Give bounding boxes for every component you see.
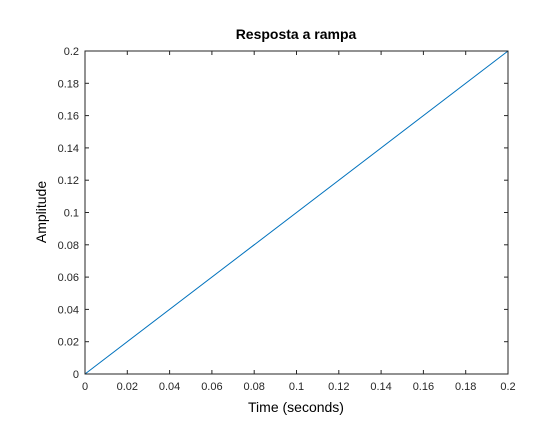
y-tick-label: 0.04 <box>58 304 79 316</box>
x-tick-label: 0 <box>82 381 88 393</box>
x-tick-label: 0.16 <box>413 381 434 393</box>
x-tick-label: 0.12 <box>328 381 349 393</box>
x-tick-label: 0.04 <box>159 381 180 393</box>
y-tick-label: 0.12 <box>58 175 79 187</box>
y-tick-label: 0.1 <box>64 208 79 220</box>
y-tick-label: 0.18 <box>58 78 79 90</box>
ticks-layer: 0 0.02 0.04 0.06 0.08 0.1 0.12 0.14 0.16 0.18 0.2 0… <box>58 46 516 393</box>
ramp-response-line <box>84 50 509 375</box>
x-tick-label: 0.06 <box>201 381 222 393</box>
plot-area-box <box>84 50 509 375</box>
x-tick-label: 0.18 <box>455 381 476 393</box>
x-tick-label: 0.08 <box>243 381 264 393</box>
x-tick-label: 0.1 <box>289 381 304 393</box>
x-tick-label: 0.14 <box>370 381 391 393</box>
x-axis-title: Time (seconds) <box>248 399 344 415</box>
y-tick-label: 0.02 <box>58 337 79 349</box>
x-tick-label: 0.2 <box>500 381 515 393</box>
x-tick-label: 0.02 <box>117 381 138 393</box>
y-axis-title: Amplitude <box>33 181 49 243</box>
y-tick-label: 0.14 <box>58 143 79 155</box>
y-tick-label: 0.2 <box>64 46 79 58</box>
y-tick-label: 0 <box>73 369 79 381</box>
y-tick-label: 0.08 <box>58 240 79 252</box>
series-layer <box>84 50 509 375</box>
y-tick-label: 0.06 <box>58 272 79 284</box>
chart-title: Resposta a rampa <box>236 26 357 42</box>
y-tick-label: 0.16 <box>58 111 79 123</box>
